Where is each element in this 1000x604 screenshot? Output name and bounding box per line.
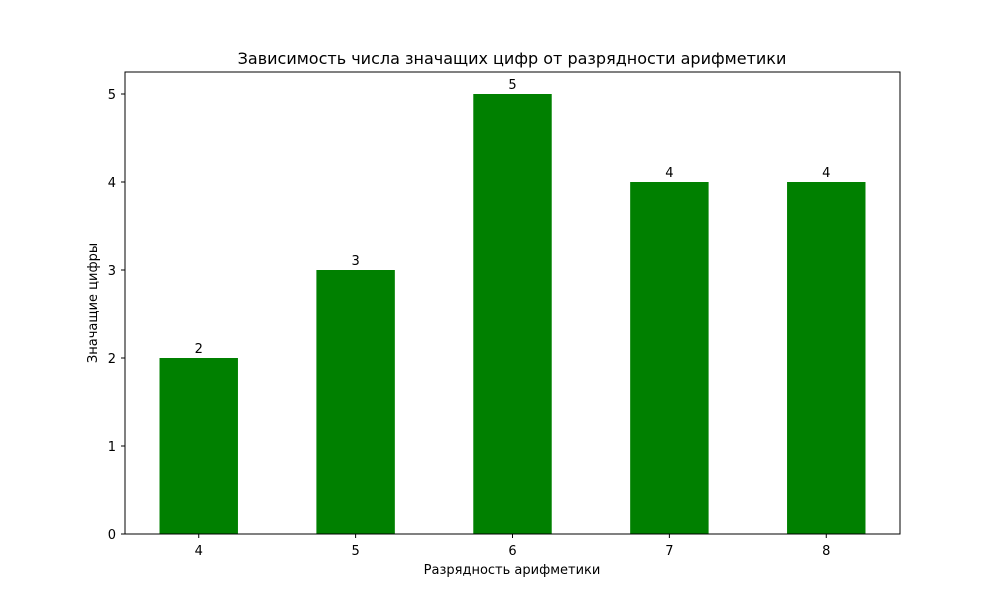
x-axis: 4 5 6 7 8 <box>195 534 830 559</box>
data-label-8: 4 <box>822 166 830 181</box>
data-label-6: 5 <box>508 78 516 93</box>
y-tick-label-1: 1 <box>108 440 116 455</box>
y-tick-label-2: 2 <box>108 352 116 367</box>
bar-6 <box>473 94 552 534</box>
bar-8 <box>787 182 866 534</box>
x-tick-label-6: 6 <box>508 544 516 559</box>
y-tick-label-5: 5 <box>108 88 116 103</box>
x-tick-label-5: 5 <box>351 544 359 559</box>
chart-title: Зависимость числа значащих цифр от разря… <box>238 49 787 68</box>
bars-layer <box>159 94 866 534</box>
data-labels-layer: 2 3 5 4 4 <box>195 78 831 357</box>
bar-4 <box>159 358 238 534</box>
y-tick-label-3: 3 <box>108 264 116 279</box>
y-axis-label: Значащие цифры <box>86 243 101 363</box>
x-tick-label-4: 4 <box>195 544 203 559</box>
bar-7 <box>630 182 709 534</box>
y-axis: 0 1 2 3 4 5 <box>108 88 125 543</box>
data-label-5: 3 <box>351 254 359 269</box>
data-label-4: 2 <box>195 342 203 357</box>
x-tick-label-8: 8 <box>822 544 830 559</box>
bar-5 <box>316 270 395 534</box>
y-tick-label-0: 0 <box>108 528 116 543</box>
x-tick-label-7: 7 <box>665 544 673 559</box>
data-label-7: 4 <box>665 166 673 181</box>
y-tick-label-4: 4 <box>108 176 116 191</box>
x-axis-label: Разрядность арифметики <box>424 563 601 578</box>
